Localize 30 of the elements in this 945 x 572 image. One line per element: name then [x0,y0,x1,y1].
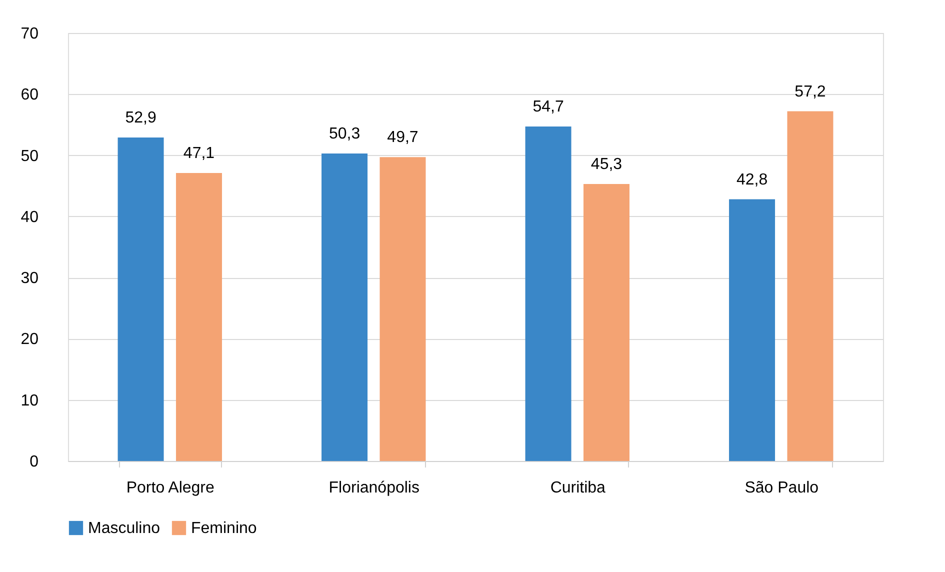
y-tick-label: 50 [20,148,39,165]
y-tick-label: 10 [20,392,39,410]
y-tick-label: 20 [20,331,39,348]
data-label: 57,2 [794,83,826,100]
data-label: 45,3 [590,156,622,174]
bar [118,138,164,461]
x-tick-label: Curitiba [550,480,606,496]
bar [729,199,776,461]
bar [525,126,572,461]
y-tick-label: 30 [20,270,39,288]
x-tick-label: São Paulo [744,480,819,496]
x-tick-label: Florianópolis [328,480,420,496]
bar [787,111,834,461]
bar [380,157,426,461]
bar [176,173,222,461]
data-label: 42,8 [736,171,768,188]
y-tick-label: 0 [30,454,39,470]
y-tick-label: 70 [20,26,39,42]
y-tick-label: 40 [20,208,39,226]
bar [583,184,630,461]
y-tick-label: 60 [20,86,39,104]
x-tick-label: Porto Alegre [126,480,214,496]
bar [322,153,368,461]
data-label: 54,7 [532,98,564,116]
data-label: 47,1 [183,145,215,162]
data-label: 49,7 [387,129,418,146]
data-label: 50,3 [328,125,360,142]
legend-label: Masculino [88,520,160,537]
legend-label: Feminino [191,520,257,537]
data-label: 52,9 [125,110,156,127]
